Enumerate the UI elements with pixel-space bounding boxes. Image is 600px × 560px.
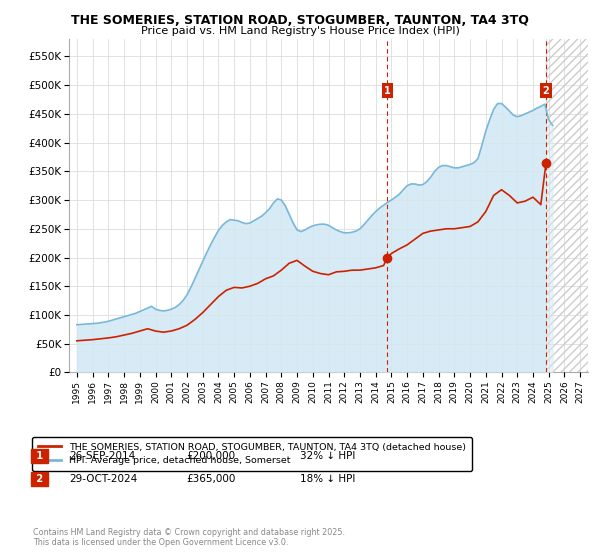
Text: £365,000: £365,000 [186, 474, 235, 484]
Text: 1: 1 [384, 86, 391, 96]
Text: 29-OCT-2024: 29-OCT-2024 [69, 474, 137, 484]
Text: Contains HM Land Registry data © Crown copyright and database right 2025.
This d: Contains HM Land Registry data © Crown c… [33, 528, 345, 547]
Text: 18% ↓ HPI: 18% ↓ HPI [300, 474, 355, 484]
Text: Price paid vs. HM Land Registry's House Price Index (HPI): Price paid vs. HM Land Registry's House … [140, 26, 460, 36]
Text: 2: 2 [33, 474, 47, 484]
Text: 26-SEP-2014: 26-SEP-2014 [69, 451, 135, 461]
Text: THE SOMERIES, STATION ROAD, STOGUMBER, TAUNTON, TA4 3TQ: THE SOMERIES, STATION ROAD, STOGUMBER, T… [71, 14, 529, 27]
Legend: THE SOMERIES, STATION ROAD, STOGUMBER, TAUNTON, TA4 3TQ (detached house), HPI: A: THE SOMERIES, STATION ROAD, STOGUMBER, T… [32, 437, 472, 471]
Text: £200,000: £200,000 [186, 451, 235, 461]
Text: 32% ↓ HPI: 32% ↓ HPI [300, 451, 355, 461]
Text: 1: 1 [33, 451, 47, 461]
Text: 2: 2 [542, 86, 550, 96]
